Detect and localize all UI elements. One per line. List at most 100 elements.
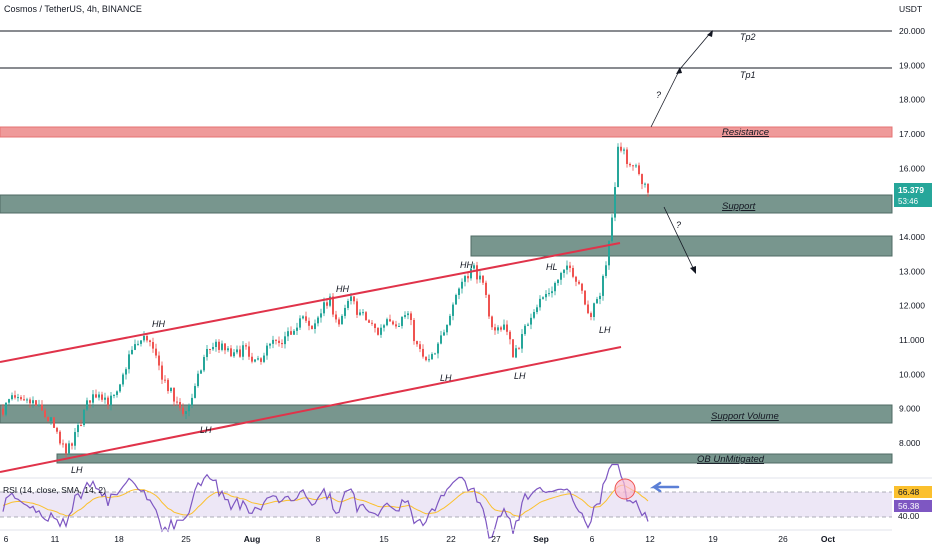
candle-body [353, 296, 355, 302]
candle-body [449, 315, 451, 325]
candle-body [44, 410, 46, 417]
candle-body [134, 344, 136, 350]
candle-body [563, 269, 565, 273]
candle-body [71, 443, 73, 446]
current-price-tag [894, 183, 932, 207]
candle-body [113, 394, 115, 396]
candle-body [191, 397, 193, 406]
candle-body [53, 417, 55, 428]
candle-body [158, 355, 160, 366]
rsi-sma-value: 56.38 [898, 501, 920, 511]
candle-body [62, 443, 64, 445]
rsi-pane[interactable]: RSI (14, close, SMA, 14, 2) 66.48 56.38 … [0, 463, 932, 539]
candle-body [635, 165, 637, 167]
candle-body [521, 334, 523, 349]
question-mark-down: ? [676, 220, 681, 230]
candle-body [515, 348, 517, 358]
candle-body [626, 149, 628, 164]
candle-body [500, 327, 502, 330]
time-axis-tick: 22 [446, 534, 456, 544]
candle-body [497, 327, 499, 331]
structure-label-hh: HH [152, 319, 165, 329]
candle-body [335, 314, 337, 320]
candle-body [356, 301, 358, 315]
candle-body [398, 325, 400, 327]
candle-body [338, 319, 340, 325]
candle-body [176, 401, 178, 403]
candle-body [230, 348, 232, 357]
channel-upper-line[interactable] [0, 242, 621, 363]
candle-body [389, 319, 391, 322]
candle-body [50, 417, 52, 422]
rsi-band [0, 492, 892, 517]
candle-body [101, 394, 103, 400]
candle-body [392, 321, 394, 325]
rsi-highlight-circle [614, 478, 636, 500]
candle-body [419, 344, 421, 349]
channel-lower-line[interactable] [0, 346, 622, 473]
candle-body [227, 348, 229, 351]
structure-label-hh: HH [336, 284, 349, 294]
candle-body [452, 304, 454, 316]
candle-body [41, 404, 43, 411]
candle-body [281, 342, 283, 345]
support-zone[interactable] [0, 194, 893, 214]
candle-body [131, 349, 133, 355]
price-axis-unit: USDT [899, 4, 922, 14]
candle-body [440, 335, 442, 344]
candle-body [647, 183, 649, 193]
candle-body [221, 343, 223, 350]
rsi-axis-tick: 40.00 [898, 511, 920, 521]
support-volume-zone[interactable] [0, 404, 893, 424]
candle-body [206, 348, 208, 358]
candle-body [116, 391, 118, 395]
candle-body [374, 323, 376, 329]
candle-body [380, 327, 382, 335]
candle-body [566, 265, 568, 270]
demand-zone[interactable] [470, 235, 893, 257]
candle-body [173, 387, 175, 402]
candle-body [599, 295, 601, 300]
time-axis[interactable]: 6 11 18 25 Aug 8 15 22 27 Sep 6 12 19 26 Oct [4, 534, 836, 544]
candle-body [32, 400, 34, 404]
candle-body [293, 330, 295, 335]
candle-body [272, 339, 274, 344]
time-axis-tick: 6 [4, 534, 9, 544]
candle-body [92, 394, 94, 403]
candle-body [557, 279, 559, 283]
candle-body [155, 348, 157, 356]
candle-body [485, 282, 487, 295]
candles-group [2, 142, 649, 457]
time-axis-tick: 6 [590, 534, 595, 544]
rsi-line [2, 463, 649, 539]
candle-body [530, 317, 532, 325]
candle-body [479, 275, 481, 280]
candle-body [248, 346, 250, 357]
candle-body [365, 312, 367, 321]
candle-body [83, 409, 85, 425]
symbol-title: Cosmos / TetherUS, 4h, BINANCE [4, 4, 142, 14]
candle-body [89, 400, 91, 403]
resistance-zone[interactable] [0, 126, 893, 138]
question-mark-up: ? [656, 90, 661, 100]
candle-body [233, 352, 235, 357]
candle-body [512, 339, 514, 358]
candle-body [569, 265, 571, 269]
candle-body [170, 387, 172, 392]
candle-body [182, 407, 184, 414]
candle-body [2, 408, 4, 415]
candle-body [608, 241, 610, 266]
candle-body [560, 272, 562, 280]
candle-body [617, 146, 619, 188]
candle-body [95, 394, 97, 398]
price-axis[interactable]: USDT 20.000 19.000 18.000 17.000 16.000 14.00… [894, 4, 932, 448]
candle-body [137, 343, 139, 345]
candle-body [29, 399, 31, 404]
candle-body [188, 405, 190, 412]
candle-body [242, 345, 244, 357]
candle-body [278, 340, 280, 343]
ob-unmitigated-label: OB UnMitigated [697, 454, 765, 465]
ob-unmitigated-zone[interactable] [56, 453, 893, 464]
candle-body [299, 318, 301, 328]
